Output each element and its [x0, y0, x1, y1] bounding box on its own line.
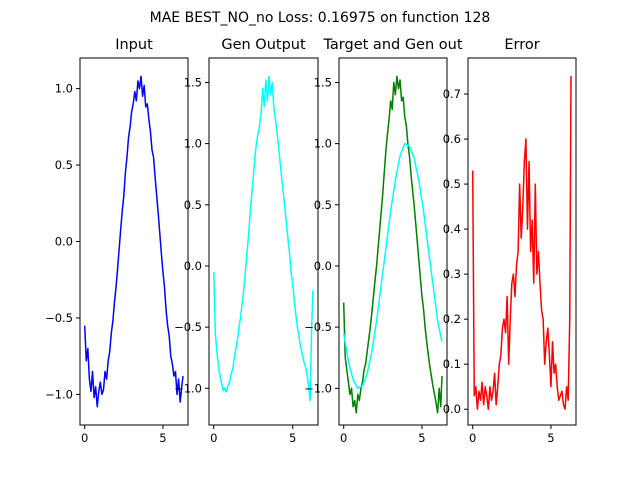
subplot-title: Target and Gen out	[322, 37, 462, 53]
x-tick-label: 5	[547, 431, 554, 445]
x-tick-label: 5	[418, 431, 425, 445]
y-tick-label: 0.2	[443, 312, 461, 326]
subplot-3: Target and Gen out 0 5 −1.0 −0.5 0.0 0.5 1.0 1.5	[304, 37, 463, 445]
axes-frame	[338, 57, 448, 426]
y-tick-label: −1.0	[45, 387, 73, 401]
y-tick-label: 0.5	[184, 198, 202, 212]
y-tick-label: 0.6	[443, 132, 461, 146]
subplot-2: Gen Output 0 5 −1.0 −0.5 0.0 0.5 1.0 1.5	[174, 37, 319, 445]
subplot-title: Input	[115, 37, 153, 53]
series-group	[471, 76, 572, 410]
x-tick-label: 0	[469, 431, 476, 445]
y-tick-label: 0.0	[314, 259, 332, 273]
axes-frame	[79, 57, 189, 426]
subplot-grid: Input 0 5 −1.0 −0.5 0.0 0.5 1.0 Gen Output 0 5 −1.0…	[45, 37, 577, 445]
y-tick-label: −1.0	[304, 381, 332, 395]
figure-suptitle: MAE BEST_NO_no Loss: 0.16975 on function…	[150, 10, 491, 26]
y-tick-label: −0.5	[45, 311, 73, 325]
series-line-1	[83, 75, 184, 408]
y-tick-label: 0.5	[314, 198, 332, 212]
y-tick-label: 0.7	[443, 87, 461, 101]
x-tick-label: 0	[81, 431, 88, 445]
series-group	[212, 75, 314, 402]
y-tick-label: 1.5	[184, 75, 202, 89]
y-tick-label: −0.5	[174, 320, 202, 334]
series-group	[342, 75, 443, 414]
axes-frame	[467, 57, 577, 426]
x-tick-label: 0	[210, 431, 217, 445]
y-tick-label: 1.5	[314, 75, 332, 89]
y-tick-label: 0.0	[443, 402, 461, 416]
x-tick-label: 0	[340, 431, 347, 445]
subplot-title: Gen Output	[221, 37, 306, 53]
y-tick-label: 0.5	[443, 177, 461, 191]
axes-frame	[208, 57, 319, 426]
y-tick-label: 0.1	[443, 357, 461, 371]
y-tick-label: 1.0	[314, 137, 332, 151]
y-tick-label: 1.0	[184, 137, 202, 151]
series-line-1	[212, 75, 314, 402]
x-tick-label: 5	[159, 431, 166, 445]
series-line-1	[471, 76, 572, 410]
subplot-title: Error	[504, 37, 539, 53]
series-line-2	[342, 142, 443, 390]
series-group	[83, 75, 184, 408]
y-tick-label: −0.5	[304, 320, 332, 334]
y-tick-label: 0.5	[55, 158, 73, 172]
y-tick-label: 0.0	[184, 259, 202, 273]
y-tick-label: 0.3	[443, 267, 461, 281]
subplot-4: Error 0 5 0.0 0.1 0.2 0.3 0.4 0.5 0.6 0.7	[443, 37, 577, 445]
y-tick-label: 1.0	[55, 82, 73, 96]
subplot-1: Input 0 5 −1.0 −0.5 0.0 0.5 1.0	[45, 37, 189, 445]
y-tick-label: −1.0	[174, 381, 202, 395]
y-tick-label: 0.4	[443, 222, 461, 236]
series-line-1	[342, 75, 443, 414]
y-tick-label: 0.0	[55, 235, 73, 249]
x-tick-label: 5	[289, 431, 296, 445]
